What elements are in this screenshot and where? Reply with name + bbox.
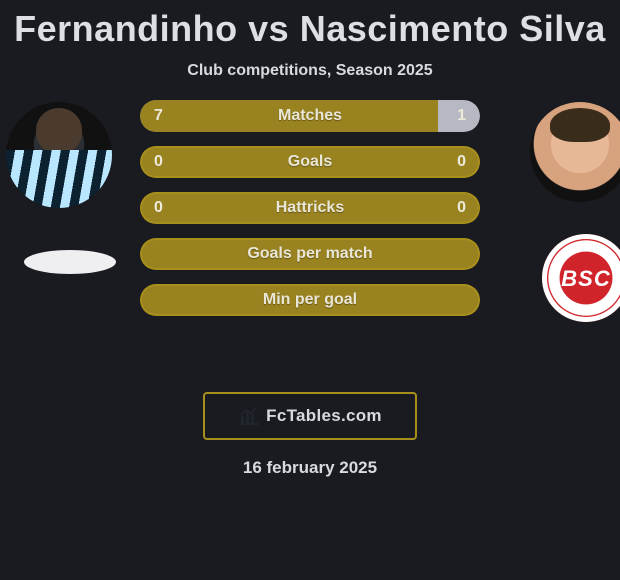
stat-value-right: 0 (443, 146, 480, 178)
stat-label: Matches (140, 100, 480, 132)
brand-text: FcTables.com (266, 406, 382, 426)
stat-value-right: 1 (443, 100, 480, 132)
page-subtitle: Club competitions, Season 2025 (0, 62, 620, 80)
player-right-club-badge (542, 234, 620, 322)
stat-row: Min per goal (140, 284, 480, 316)
footer-date: 16 february 2025 (0, 458, 620, 478)
bars-icon (238, 407, 260, 425)
page-title: Fernandinho vs Nascimento Silva (0, 8, 620, 50)
stat-value-left: 7 (140, 100, 177, 132)
brand-box: FcTables.com (203, 392, 417, 440)
player-right-avatar (530, 102, 620, 202)
stat-row: Matches7 1 (140, 100, 480, 132)
stat-label: Goals per match (140, 238, 480, 270)
stat-label: Min per goal (140, 284, 480, 316)
stat-bars: Matches71Goals00Hattricks00Goals per mat… (140, 100, 480, 330)
stat-value-left: 0 (140, 146, 177, 178)
stat-value-right: 0 (443, 192, 480, 224)
stat-value-left: 0 (140, 192, 177, 224)
stat-row: Goals per match (140, 238, 480, 270)
comparison-panel: Matches71Goals00Hattricks00Goals per mat… (0, 108, 620, 368)
stat-row: Hattricks0 0 (140, 192, 480, 224)
player-left-avatar (6, 102, 112, 208)
stat-label: Goals (140, 146, 480, 178)
stat-label: Hattricks (140, 192, 480, 224)
player-left-club-badge (24, 250, 116, 274)
stat-row: Goals0 0 (140, 146, 480, 178)
